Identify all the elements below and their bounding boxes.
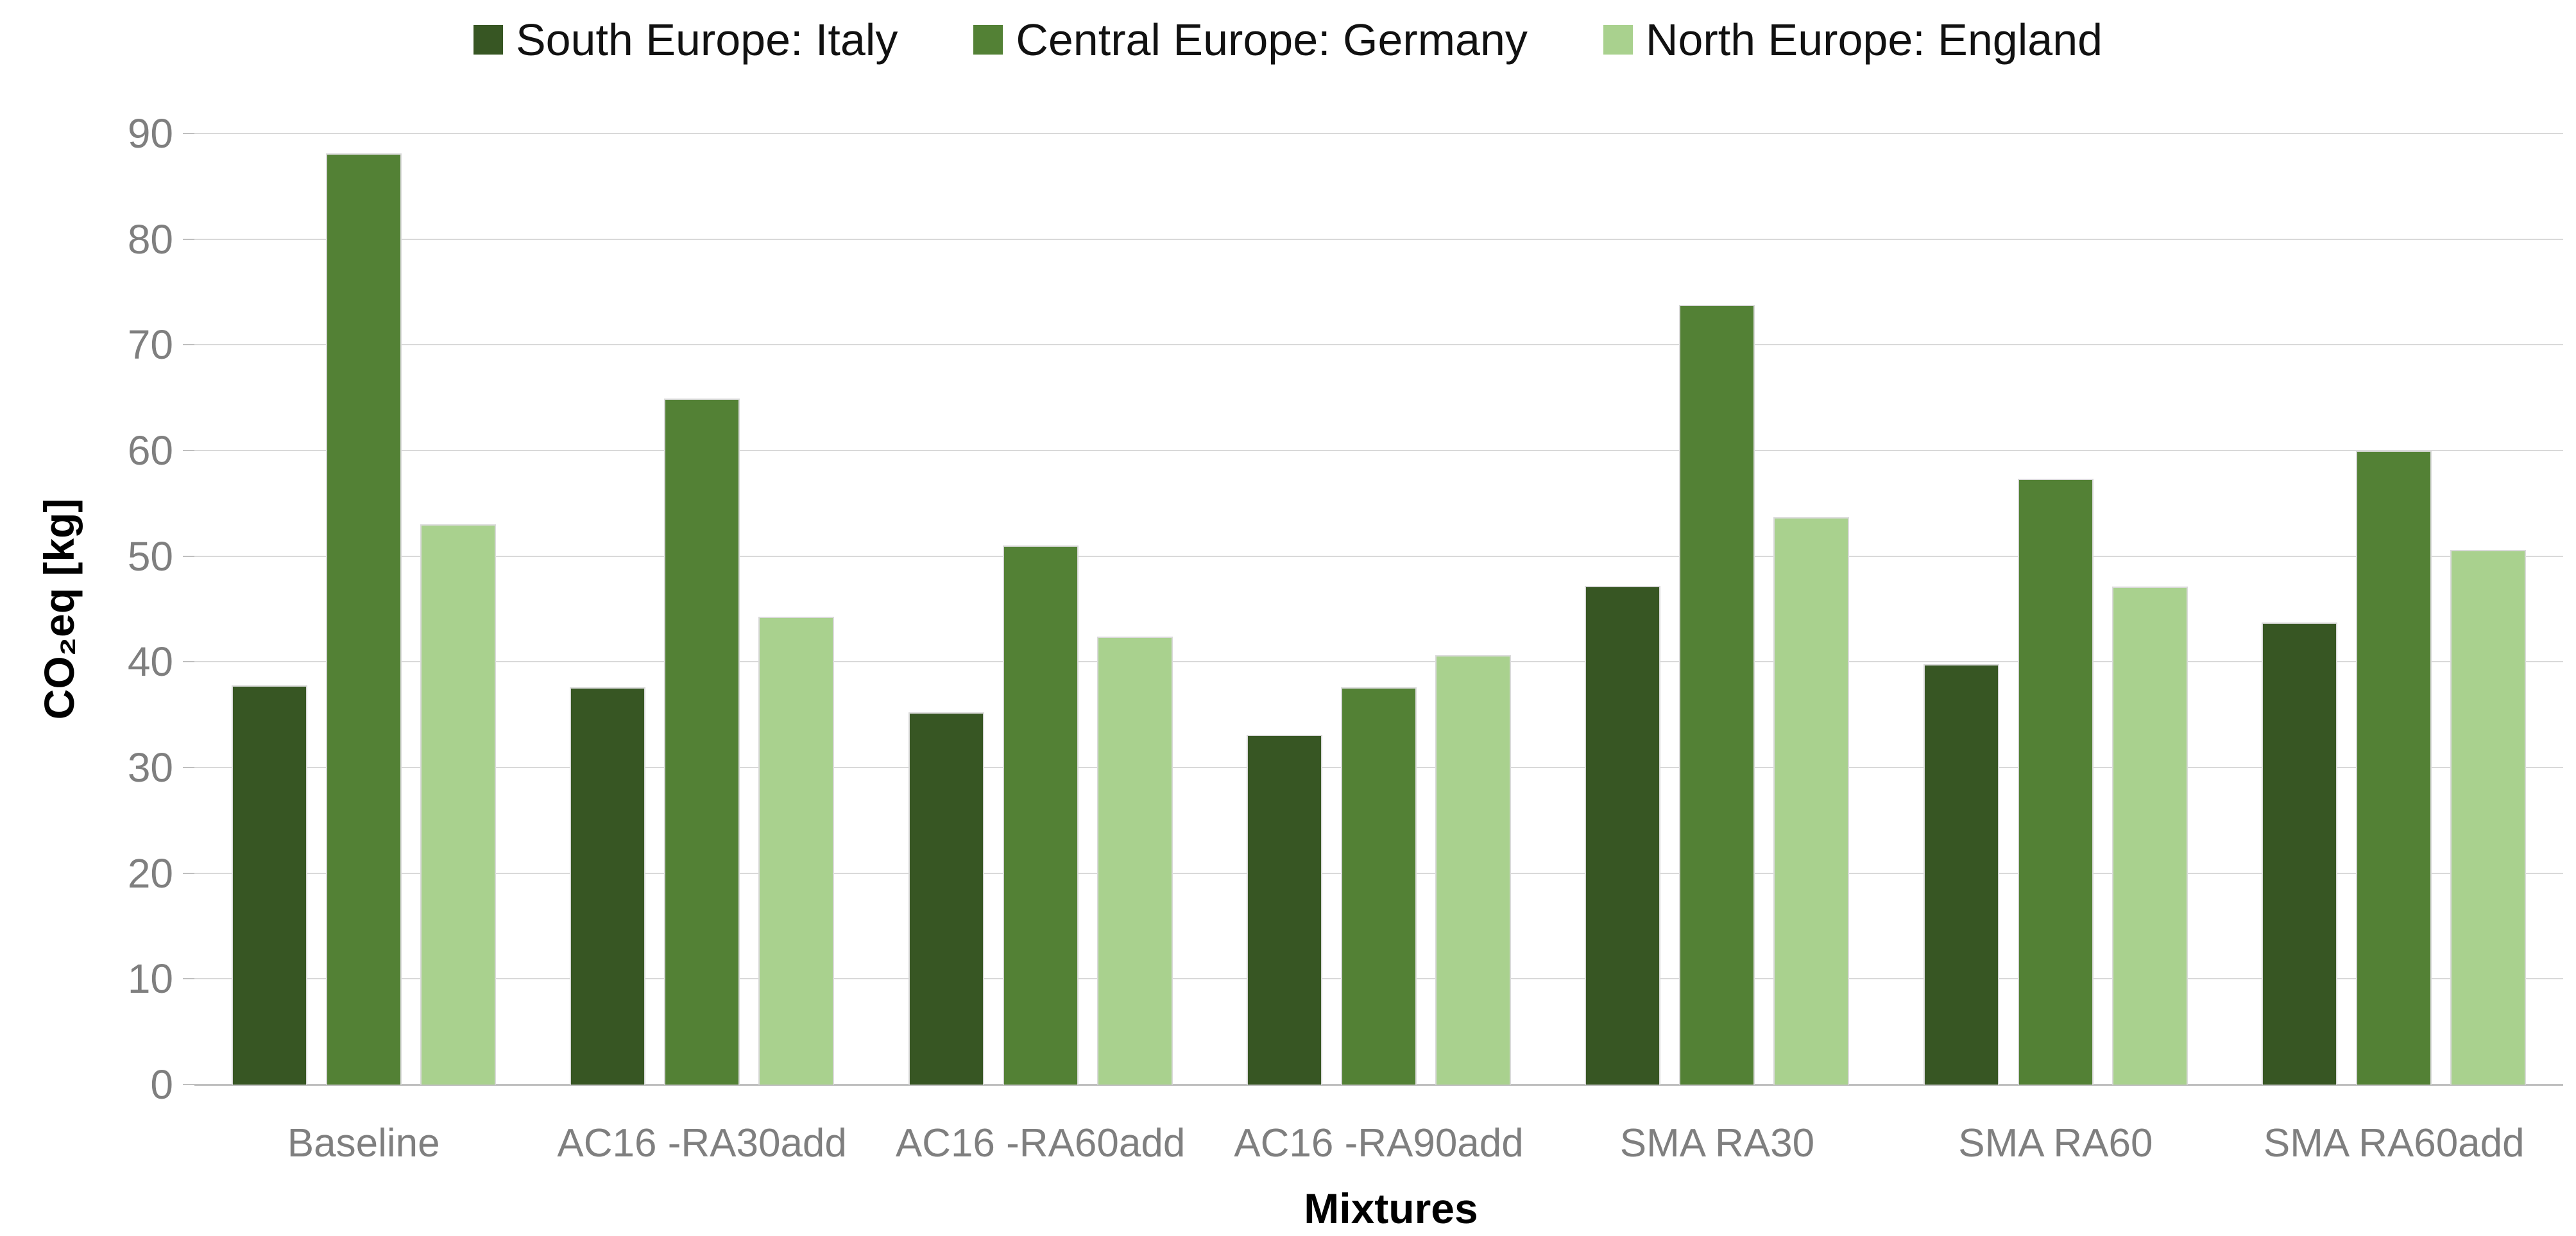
bar-england [1773, 517, 1850, 1085]
bar-england [2111, 587, 2188, 1085]
bar-italy [1585, 585, 1661, 1085]
y-axis-tick-mark [183, 344, 194, 346]
bar-england [758, 616, 835, 1085]
gridline [194, 133, 2563, 134]
gridline [194, 344, 2563, 346]
y-axis-tick-mark [183, 978, 194, 980]
legend-item: North Europe: England [1603, 14, 2103, 65]
bar-germany [325, 153, 402, 1085]
bar-italy [1923, 664, 1999, 1085]
bar-italy [570, 687, 646, 1085]
x-category-label: AC16 -RA90add [1234, 1121, 1524, 1165]
bar-germany [2017, 479, 2094, 1085]
x-axis-line [194, 1084, 2563, 1086]
y-tick-label: 70 [127, 322, 173, 368]
legend-label: Central Europe: Germany [1016, 15, 1528, 65]
gridline [194, 450, 2563, 451]
gridline [194, 238, 2563, 240]
bar-germany [1679, 304, 1755, 1085]
bar-england [2450, 549, 2527, 1085]
y-axis-tick-mark [183, 133, 194, 134]
bar-italy [231, 685, 307, 1085]
y-axis-tick-mark [183, 555, 194, 557]
y-axis-tick-mark [183, 1084, 194, 1085]
y-axis-tick-mark [183, 661, 194, 663]
y-axis-tick-mark [183, 872, 194, 874]
bar-italy [2262, 622, 2338, 1085]
bar-england [1096, 636, 1173, 1085]
x-axis-title: Mixtures [1304, 1185, 1478, 1232]
y-tick-label: 80 [127, 216, 173, 262]
x-category-label: AC16 -RA30add [557, 1121, 847, 1165]
x-category-label: AC16 -RA60add [895, 1121, 1186, 1165]
bar-italy [1247, 734, 1322, 1085]
y-axis-tick-mark [183, 450, 194, 451]
legend-swatch-icon [1603, 25, 1633, 55]
y-tick-label: 60 [127, 427, 173, 474]
legend-swatch-icon [973, 25, 1003, 55]
x-category-label: SMA RA60 [1958, 1121, 2153, 1165]
x-category-label: Baseline [287, 1121, 440, 1165]
y-tick-label: 0 [150, 1061, 173, 1108]
bar-england [420, 524, 496, 1085]
legend-item: Central Europe: Germany [973, 14, 1528, 65]
bar-germany [1002, 545, 1079, 1085]
bar-germany [1341, 687, 1417, 1085]
x-category-label: SMA RA30 [1619, 1121, 1815, 1165]
gridline [194, 555, 2563, 557]
y-tick-label: 50 [127, 533, 173, 579]
legend-label: North Europe: England [1645, 15, 2103, 65]
legend: South Europe: Italy Central Europe: Germa… [0, 14, 2576, 65]
y-tick-label: 30 [127, 744, 173, 791]
gridline [194, 661, 2563, 663]
legend-label: South Europe: Italy [515, 15, 898, 65]
legend-swatch-icon [473, 25, 503, 55]
bar-germany [664, 399, 740, 1085]
legend-item: South Europe: Italy [473, 14, 898, 65]
y-tick-label: 20 [127, 850, 173, 897]
bar-germany [2356, 451, 2432, 1085]
y-tick-label: 90 [127, 110, 173, 157]
plot-area [183, 133, 2563, 1086]
y-tick-label: 10 [127, 956, 173, 1002]
y-axis-tick-mark [183, 238, 194, 240]
y-tick-label: 40 [127, 639, 173, 685]
bar-italy [908, 712, 984, 1085]
x-category-label: SMA RA60add [2263, 1121, 2525, 1165]
bar-england [1435, 655, 1511, 1085]
y-axis-tick-mark [183, 767, 194, 768]
